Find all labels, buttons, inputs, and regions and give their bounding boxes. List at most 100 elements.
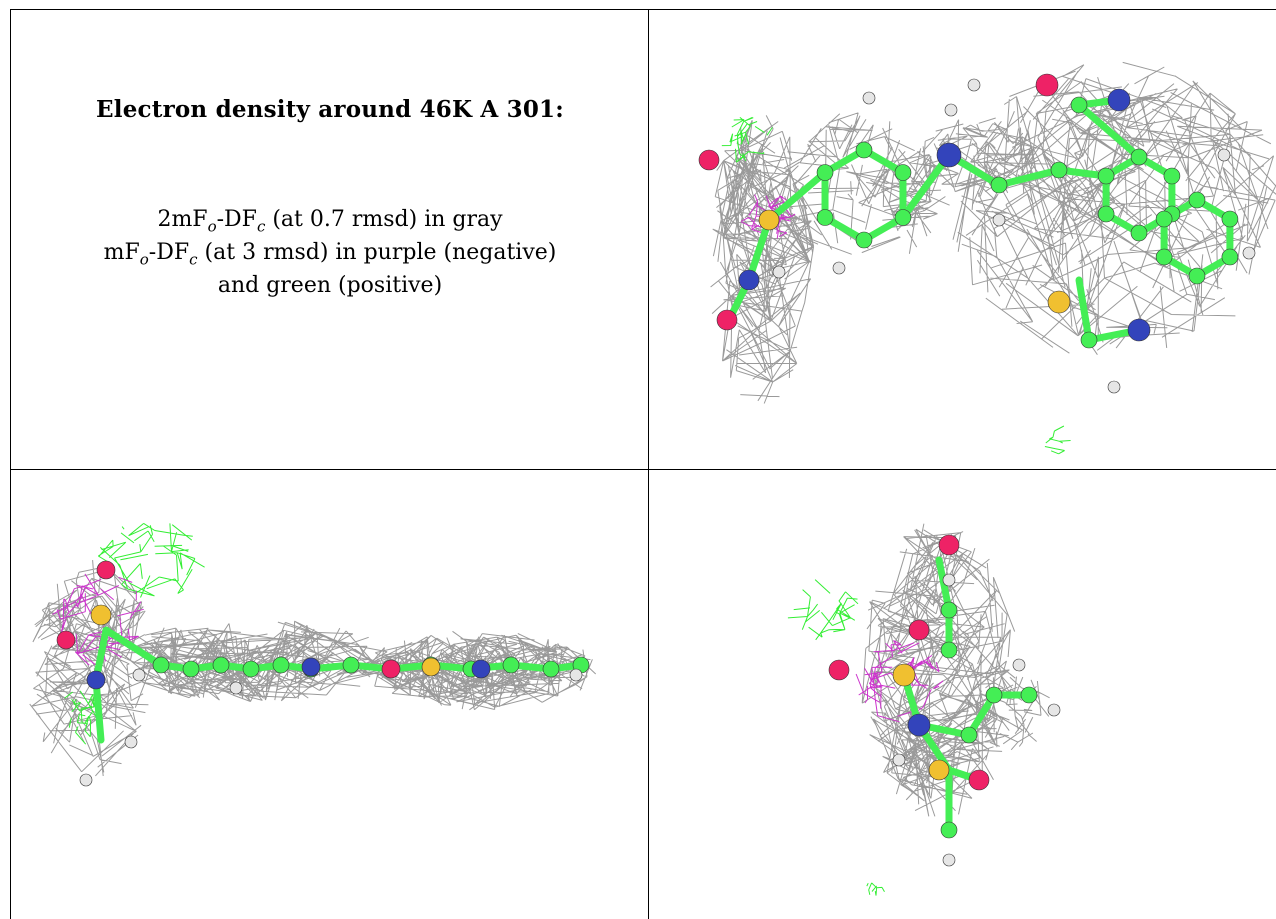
carbon-atom [272, 656, 290, 674]
bond [935, 556, 953, 614]
bond [765, 169, 829, 224]
carbon-atom [816, 209, 834, 226]
carbon-atom [1097, 167, 1115, 185]
carbon-atom [985, 686, 1003, 704]
positive-density-speck [1044, 425, 1071, 455]
hydrogen-atom [892, 753, 906, 767]
carbon-atom [1221, 248, 1239, 266]
oxygen-atom [908, 619, 930, 641]
carbon-atom [342, 656, 360, 674]
oxygen-atom [938, 534, 960, 556]
nitrogen-atom [86, 670, 106, 690]
positive-density-blob [787, 579, 859, 641]
carbon-atom [1188, 267, 1206, 285]
density-mesh-tricycle-lines [952, 61, 1276, 355]
bond [1075, 276, 1093, 344]
carbon-atom [940, 641, 958, 659]
bond [1075, 101, 1143, 161]
carbon-atom [242, 660, 260, 678]
positive-density-blob [98, 522, 205, 598]
carbon-atom [1163, 167, 1181, 185]
oxygen-atom [96, 560, 116, 580]
positive-density-blob [721, 116, 773, 163]
carbon-atom [1130, 224, 1148, 242]
density-view-bottom-right [649, 470, 1276, 919]
density-view-top-right [649, 10, 1276, 470]
nitrogen-atom [936, 142, 962, 168]
negative-density-blob [855, 640, 944, 723]
positive-density-blob-lines [98, 522, 205, 598]
carbon-atom [1130, 148, 1148, 166]
positive-density-speck-lines [1044, 425, 1071, 455]
caption-title: Electron density around 46K A 301: [96, 96, 564, 123]
carbon-atom [894, 164, 912, 181]
carbon-atom [1155, 210, 1173, 228]
sulfur-atom [1047, 290, 1071, 314]
hydrogen-atom [1012, 658, 1026, 672]
oxygen-atom [968, 769, 990, 791]
oxygen-atom [828, 659, 850, 681]
hydrogen-atom [79, 773, 93, 787]
carbon-atom [1080, 331, 1098, 349]
sulfur-atom [90, 604, 112, 626]
hydrogen-atom [1107, 380, 1121, 394]
positive-density-blob-lines [721, 116, 773, 163]
caption-map2-line2: and green (positive) [217, 273, 443, 298]
hydrogen-atom [992, 213, 1006, 227]
positive-density-blob-lines [64, 690, 97, 745]
bond [745, 216, 773, 284]
caption-map2: mFo-DFc (at 3 rmsd) in purple (negative) [103, 240, 557, 269]
carbon-atom [855, 231, 873, 249]
molecule-render-face-on [698, 61, 1276, 455]
carbon-atom [1221, 210, 1239, 228]
carbon-atom [940, 601, 958, 619]
hydrogen-atom [942, 853, 956, 867]
carbon-atom [855, 141, 873, 159]
hydrogen-atom [1242, 246, 1256, 260]
carbon-atom [1020, 686, 1038, 704]
caption-map1: 2mFo-DFc (at 0.7 rmsd) in gray [157, 207, 503, 236]
density-mesh-tricycle [952, 61, 1276, 355]
sulfur-atom [758, 209, 780, 231]
carbon-atom [816, 164, 834, 181]
oxygen-atom [56, 630, 76, 650]
sulfur-atom [892, 663, 916, 687]
hydrogen-atom [569, 668, 583, 682]
density-mesh-sulfonamide [710, 115, 815, 404]
hydrogen-atom [124, 735, 138, 749]
hydrogen-atom [942, 573, 956, 587]
bond [102, 626, 165, 669]
hydrogen-atom [944, 103, 958, 117]
hydrogen-atom [832, 261, 846, 275]
positive-density-speck [866, 882, 885, 896]
oxygen-atom [698, 149, 720, 171]
bond [899, 151, 953, 221]
caption-cell: Electron density around 46K A 301: 2mFo-… [11, 10, 649, 470]
hydrogen-atom [1047, 703, 1061, 717]
carbon-atom [542, 660, 560, 678]
density-mesh-sulfonamide-lines [710, 115, 815, 404]
bond [92, 676, 105, 744]
nitrogen-atom [471, 659, 491, 679]
negative-density-blob-lines [52, 573, 144, 668]
molecule-render-edge-on [29, 522, 597, 787]
hydrogen-atom [132, 668, 146, 682]
carbon-atom [1188, 191, 1206, 209]
carbon-atom [502, 656, 520, 674]
figure-table: Electron density around 46K A 301: 2mFo-… [10, 9, 1276, 919]
positive-density-blob-lines [787, 579, 859, 641]
carbon-atom [182, 660, 200, 678]
nitrogen-atom [738, 269, 760, 291]
nitrogen-atom [1127, 318, 1151, 342]
hydrogen-atom [862, 91, 876, 105]
oxygen-atom [1035, 73, 1059, 97]
oxygen-atom [716, 309, 738, 331]
carbon-atom [152, 656, 170, 674]
nitrogen-atom [907, 713, 931, 737]
positive-density-speck-lines [866, 882, 885, 896]
molecule-render-end-on [787, 523, 1061, 896]
carbon-atom [1050, 161, 1068, 179]
nitrogen-atom [301, 657, 321, 677]
sulfur-atom [421, 657, 441, 677]
bond [995, 166, 1063, 189]
